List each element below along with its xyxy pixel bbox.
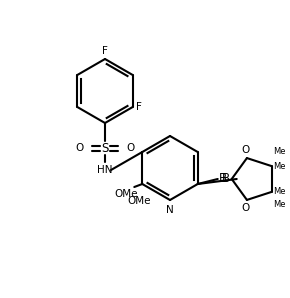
Text: Me: Me — [273, 162, 286, 170]
Text: N: N — [166, 205, 174, 215]
Text: OMe: OMe — [115, 189, 138, 199]
Text: F: F — [102, 46, 108, 56]
Text: Me: Me — [273, 187, 286, 196]
Text: OMe: OMe — [128, 196, 151, 206]
Text: B: B — [219, 173, 227, 185]
Text: O: O — [242, 145, 250, 155]
Text: S: S — [101, 142, 109, 154]
Text: O: O — [126, 143, 134, 153]
Text: F: F — [136, 102, 142, 112]
Text: O: O — [242, 203, 250, 213]
Text: O: O — [76, 143, 84, 153]
Text: Me: Me — [273, 147, 286, 156]
Text: HN: HN — [97, 165, 113, 175]
Text: Me: Me — [273, 200, 286, 209]
Text: B: B — [222, 173, 230, 185]
